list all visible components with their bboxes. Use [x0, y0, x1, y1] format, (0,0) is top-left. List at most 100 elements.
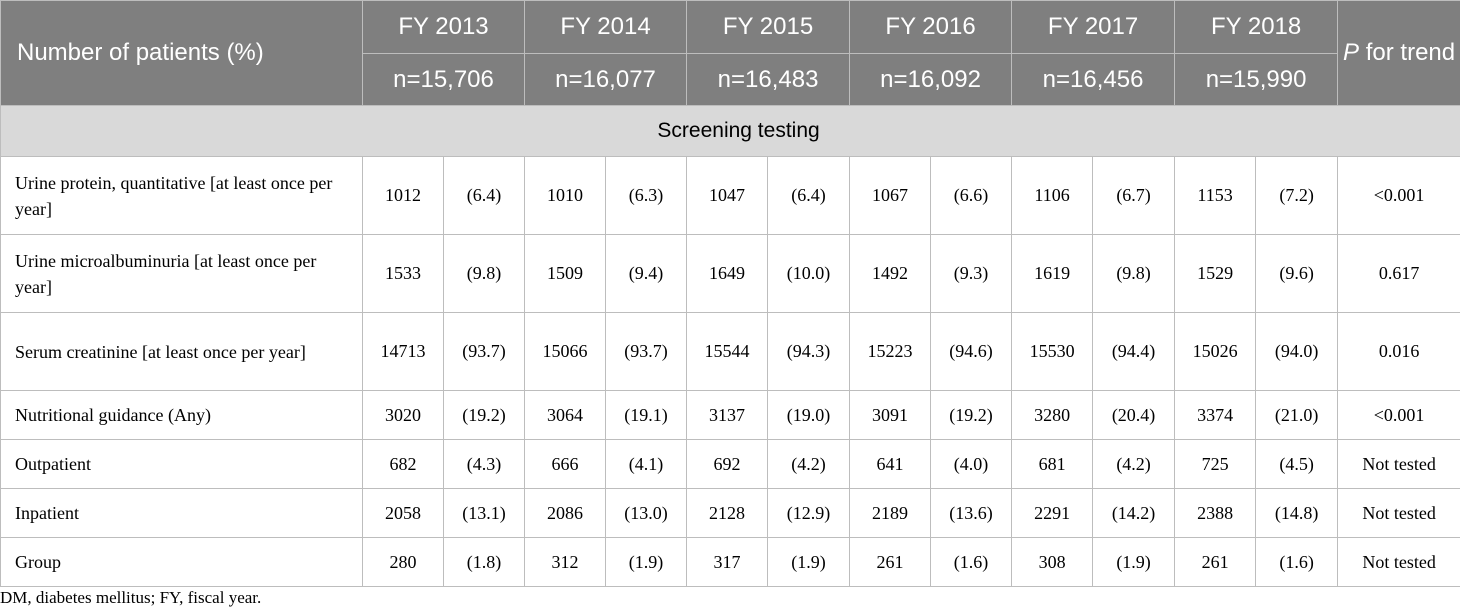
percent-cell: (9.3)	[930, 234, 1013, 313]
percent-cell: (9.6)	[1255, 234, 1339, 313]
row-label: Nutritional guidance (Any)	[0, 390, 363, 440]
count-cell: 1067	[849, 156, 932, 235]
percent-cell: (12.9)	[767, 488, 851, 538]
percent-cell: (94.3)	[767, 312, 851, 391]
count-cell: 312	[524, 537, 607, 587]
count-cell: 1492	[849, 234, 932, 313]
p-value-cell: <0.001	[1337, 156, 1460, 235]
year-header-2016: FY 2016	[849, 0, 1013, 54]
p-value-cell: <0.001	[1337, 390, 1460, 440]
p-value-cell: 0.016	[1337, 312, 1460, 391]
count-cell: 682	[362, 439, 444, 489]
percent-cell: (19.2)	[442, 390, 526, 440]
percent-cell: (10.0)	[767, 234, 851, 313]
count-cell: 3064	[524, 390, 607, 440]
percent-cell: (6.4)	[767, 156, 851, 235]
count-cell: 681	[1011, 439, 1094, 489]
count-cell: 3137	[686, 390, 769, 440]
n-header-2018: n=15,990	[1174, 53, 1339, 106]
p-rest: for trend	[1365, 39, 1456, 66]
count-cell: 2086	[524, 488, 607, 538]
percent-cell: (1.6)	[930, 537, 1013, 587]
n-header-2016: n=16,092	[849, 53, 1013, 106]
year-header-2018: FY 2018	[1174, 0, 1339, 54]
row-label: Urine microalbuminuria [at least once pe…	[0, 234, 363, 313]
percent-cell: (6.6)	[930, 156, 1013, 235]
count-cell: 317	[686, 537, 769, 587]
percent-cell: (4.0)	[930, 439, 1013, 489]
n-header-2014: n=16,077	[524, 53, 688, 106]
count-cell: 3374	[1174, 390, 1257, 440]
percent-cell: (14.2)	[1092, 488, 1176, 538]
count-cell: 1106	[1011, 156, 1094, 235]
table-row: Outpatient 682 (4.3) 666 (4.1) 692 (4.2) 641 (4.…	[0, 439, 1460, 489]
percent-cell: (19.2)	[930, 390, 1013, 440]
percent-cell: (19.1)	[605, 390, 688, 440]
percent-cell: (13.1)	[442, 488, 526, 538]
n-header-2013: n=15,706	[361, 53, 526, 106]
count-cell: 641	[849, 439, 932, 489]
p-for-trend-header: P for trend	[1337, 0, 1460, 106]
count-cell: 15026	[1174, 312, 1257, 391]
count-cell: 1533	[362, 234, 444, 313]
year-header-2014: FY 2014	[524, 0, 688, 54]
table-row: Group 280 (1.8) 312 (1.9) 317 (1.9) 261 (1.6) 308…	[0, 537, 1460, 587]
count-cell: 15530	[1011, 312, 1094, 391]
percent-cell: (9.8)	[442, 234, 526, 313]
p-value-cell: 0.617	[1337, 234, 1460, 313]
year-header-2017: FY 2017	[1011, 0, 1176, 54]
percent-cell: (7.2)	[1255, 156, 1339, 235]
percent-cell: (6.3)	[605, 156, 688, 235]
count-cell: 1012	[362, 156, 444, 235]
p-value-cell: Not tested	[1337, 537, 1460, 587]
count-cell: 1047	[686, 156, 769, 235]
count-cell: 3091	[849, 390, 932, 440]
count-cell: 2291	[1011, 488, 1094, 538]
count-cell: 15544	[686, 312, 769, 391]
percent-cell: (1.9)	[605, 537, 688, 587]
count-cell: 1010	[524, 156, 607, 235]
percent-cell: (4.5)	[1255, 439, 1339, 489]
percent-cell: (1.9)	[767, 537, 851, 587]
section-header: Screening testing	[0, 105, 1460, 157]
count-cell: 666	[524, 439, 607, 489]
count-cell: 2388	[1174, 488, 1257, 538]
count-cell: 2058	[362, 488, 444, 538]
percent-cell: (4.2)	[1092, 439, 1176, 489]
p-value-cell: Not tested	[1337, 488, 1460, 538]
table-row: Nutritional guidance (Any) 3020 (19.2) 3064…	[0, 390, 1460, 440]
count-cell: 15066	[524, 312, 607, 391]
count-cell: 1153	[1174, 156, 1257, 235]
count-cell: 15223	[849, 312, 932, 391]
p-letter: P	[1343, 39, 1360, 66]
row-label: Outpatient	[0, 439, 363, 489]
year-header-2015: FY 2015	[686, 0, 851, 54]
count-cell: 2189	[849, 488, 932, 538]
count-cell: 308	[1011, 537, 1094, 587]
count-cell: 3020	[362, 390, 444, 440]
table-row: Serum creatinine [at least once per year…	[0, 312, 1460, 391]
row-header-label: Number of patients (%)	[0, 0, 363, 106]
count-cell: 261	[849, 537, 932, 587]
count-cell: 1649	[686, 234, 769, 313]
table-row: Urine microalbuminuria [at least once pe…	[0, 234, 1460, 313]
count-cell: 725	[1174, 439, 1257, 489]
n-header-2017: n=16,456	[1011, 53, 1176, 106]
count-cell: 261	[1174, 537, 1257, 587]
row-label: Serum creatinine [at least once per year…	[0, 312, 363, 391]
percent-cell: (1.6)	[1255, 537, 1339, 587]
percent-cell: (94.6)	[930, 312, 1013, 391]
percent-cell: (13.0)	[605, 488, 688, 538]
row-label: Urine protein, quantitative [at least on…	[0, 156, 363, 235]
n-header-2015: n=16,483	[686, 53, 851, 106]
percent-cell: (4.1)	[605, 439, 688, 489]
percent-cell: (6.7)	[1092, 156, 1176, 235]
count-cell: 2128	[686, 488, 769, 538]
p-value-cell: Not tested	[1337, 439, 1460, 489]
percent-cell: (94.0)	[1255, 312, 1339, 391]
count-cell: 1529	[1174, 234, 1257, 313]
percent-cell: (4.2)	[767, 439, 851, 489]
percent-cell: (20.4)	[1092, 390, 1176, 440]
percent-cell: (1.9)	[1092, 537, 1176, 587]
patients-table: Number of patients (%) FY 2013 FY 2014 F…	[0, 0, 1460, 587]
